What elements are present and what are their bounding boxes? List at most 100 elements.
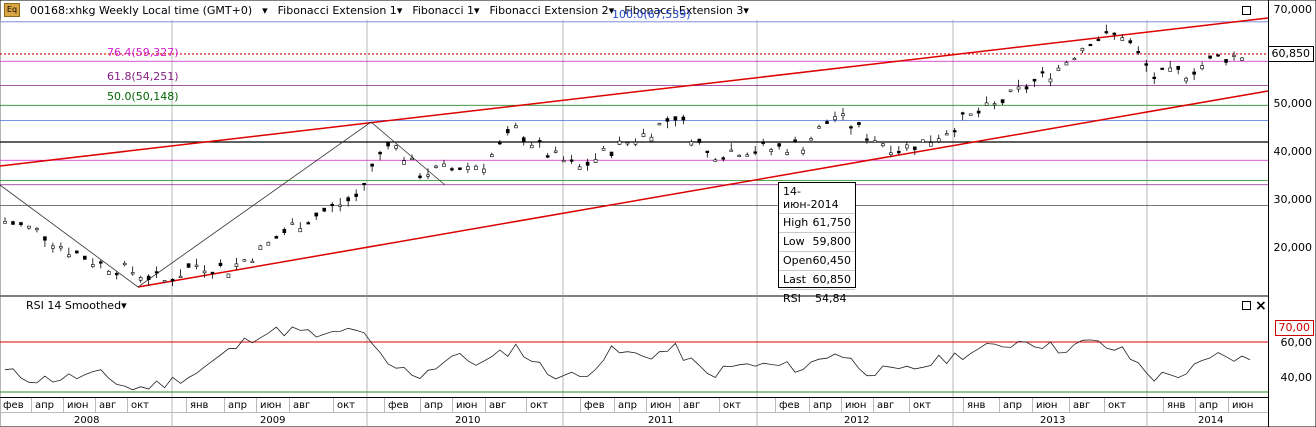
time-axis-tick [1195,398,1196,412]
price-candle-body [154,271,159,274]
time-axis-tick [452,398,453,412]
equity-icon[interactable]: Eq [4,3,20,17]
time-axis-month: июн [845,400,867,411]
time-axis-tick [384,398,385,412]
price-candle-body [825,121,829,124]
time-axis-month: окт [131,400,149,411]
rsi-tick-60: 60,00 [1280,336,1313,349]
time-axis-tick [873,398,874,412]
study-fib-ext-2[interactable]: Fibonacci Extension 2▾ [489,3,615,17]
price-candle-body [865,138,869,141]
symbol-dropdown-icon[interactable]: ▾ [262,3,268,17]
time-axis-tick [775,398,776,412]
price-candle-body [1168,67,1172,72]
time-axis-month: авг [489,400,507,411]
price-candle-body [418,175,422,179]
study-fib-ext-1[interactable]: Fibonacci Extension 1▾ [277,3,403,17]
price-candle-body [785,152,789,155]
price-candle-body [1136,51,1141,54]
price-candle-body [809,138,813,141]
price-candle-body [976,110,981,114]
time-axis-month: июн [456,400,478,411]
price-candle-body [482,168,486,173]
time-axis-month: апр [424,400,444,411]
price-candle-body [83,255,87,260]
price-candle-body [426,174,430,177]
price-candle-body [984,102,989,106]
price-candle-body [992,103,997,106]
price-candle-body [450,168,454,171]
price-candle-body [290,222,295,225]
price-candle-body [210,271,215,274]
price-candle-body [545,155,550,158]
time-axis-tick [999,398,1000,412]
price-candle-body [1144,63,1149,66]
price-candle-body [928,142,933,147]
price-candle-body [1040,71,1045,74]
price-candle-body [1048,78,1053,83]
price-candle-body [90,264,95,267]
price-candle-body [657,123,662,126]
maximize-rsi-panel-icon[interactable] [1242,301,1251,310]
price-candle-body [849,126,853,129]
time-axis-month: июн [1036,400,1058,411]
time-axis-month: авг [1073,400,1091,411]
rsi-panel-title[interactable]: RSI 14 Smoothed▾ [26,299,127,312]
price-candle-body [114,273,119,276]
price-candle-body [1056,67,1061,72]
price-candle-body [920,139,925,143]
price-candle-body [98,261,103,264]
study-fib-1[interactable]: Fibonacci 1▾ [412,3,480,17]
time-axis-tick [256,398,257,412]
price-candle-body [1000,99,1005,104]
price-candle-body [913,146,917,150]
price-candle-body [75,250,79,254]
price-candle-body [721,157,726,160]
price-candle-body [354,193,358,197]
time-axis-month: апр [618,400,638,411]
price-candle-body [897,150,901,154]
price-candle-body [1208,55,1212,59]
time-axis-tick [31,398,32,412]
close-rsi-panel-icon[interactable]: × [1255,298,1267,314]
price-candle-body [569,159,574,162]
price-candle-body [936,138,941,142]
price-candle-body [713,159,718,162]
time-axis-tick [186,398,187,412]
price-candle-body [944,133,949,136]
price-candle-body [1120,37,1125,41]
price-candle-body [362,182,366,186]
price-candle-body [122,262,127,266]
price-candle-body [529,144,534,149]
price-candle-body [298,228,303,233]
price-candle-body [266,241,271,246]
price-candle-body [769,149,773,152]
upper-trendline [0,17,1269,167]
price-candle-body [466,166,470,170]
time-axis-tick [1032,398,1033,412]
price-candle-body [3,221,7,224]
price-candle-body [881,143,885,147]
price-candle-body [705,150,710,153]
price-candle-body [67,254,71,258]
price-candle-body [1032,78,1037,82]
price-candle-body [178,275,183,278]
time-axis-month: апр [1003,400,1023,411]
tooltip-row-last: Last 60,850 [779,270,855,289]
price-candle-body [402,160,406,165]
price-candle-body [490,154,494,158]
time-axis-year: 2008 [74,415,100,426]
price-candle-body [513,125,518,129]
maximize-price-panel-icon[interactable] [1242,6,1251,15]
price-candle-body [665,118,670,122]
rsi-tick-40: 40,00 [1280,371,1313,384]
time-axis-tick [95,398,96,412]
price-candle-body [59,246,63,249]
price-candle-body [889,152,893,155]
study-fib-ext-3[interactable]: Fibonacci Extension 3▾ [624,3,749,17]
price-candle-body [19,222,23,226]
time-axis-month: апр [813,400,833,411]
symbol-label[interactable]: 00168:xhkg Weekly Local time (GMT+0) [30,3,253,17]
time-axis-tick [420,398,421,412]
